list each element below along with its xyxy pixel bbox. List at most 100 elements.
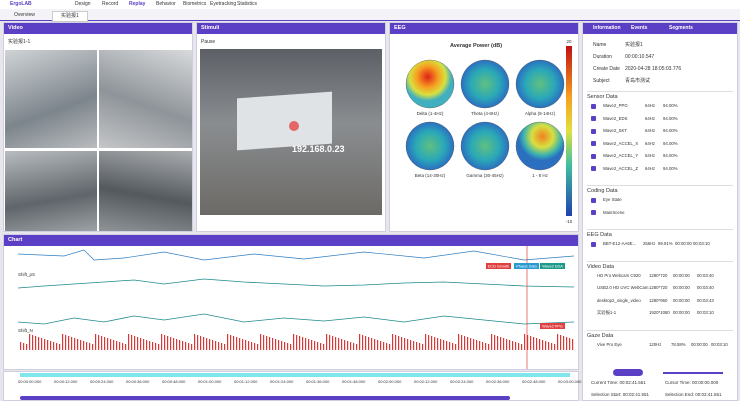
scrollbar[interactable] [20,396,510,400]
tab[interactable]: 实验报1 [52,11,88,22]
bar [185,342,187,350]
bar [524,334,526,350]
app-name: ErgoLAB [10,1,32,7]
bar [371,338,373,350]
bar [494,335,496,350]
checkbox[interactable] [591,166,596,171]
bar [347,341,349,350]
bar [473,339,475,350]
checkbox[interactable] [591,210,596,215]
bar [560,335,562,350]
bar [257,344,259,350]
signal-line [17,278,575,289]
bar [434,337,436,350]
row-cell: 64Hz [645,140,656,146]
bar [152,342,154,350]
bar [101,336,103,350]
bar [218,342,220,350]
bar [311,340,313,350]
row-cell: Eye State [603,197,622,202]
checkbox[interactable] [591,128,596,134]
row-cell: MainScene [603,209,625,215]
checkbox[interactable] [591,141,596,146]
bar [569,338,571,350]
row-cell: 64Hz [645,103,656,108]
topomap-label: Alpha (8-14Hz) [525,111,556,116]
checkbox[interactable] [591,197,596,203]
bar [47,340,49,350]
bar [50,341,52,350]
bar [491,334,493,350]
bar [425,334,427,350]
nav-item[interactable]: Record [102,1,119,7]
topomap [460,59,510,109]
bar [389,344,391,350]
row-cell: 94.00% [663,115,678,121]
bar [299,336,301,350]
bar [62,334,64,350]
topomap [515,121,565,171]
bar [212,340,214,350]
row-cell: 00:03:43 [697,297,714,303]
row-cell: Wave2_ACCEL_X [603,140,639,146]
bar [320,343,322,350]
field-value: 青岛市测试 [625,78,651,84]
chart-panel: Chart Shift_pS Shift_N ECG Growth Phasic … [3,234,579,370]
bar [392,334,394,350]
row-cell: 120Hz [649,341,662,347]
bar [488,344,490,350]
row-cell: Vive Pro Eye [597,341,622,347]
bar [413,341,415,350]
legend-label: Phasic Data [516,265,537,269]
bar [440,339,442,350]
row-cell: 78.58% [671,341,686,347]
bar [503,338,505,350]
info-tab[interactable]: Segments [669,25,693,31]
time-label: 00:00:48.000 [162,379,186,384]
time-label: 00:00:24.000 [90,379,114,384]
checkbox[interactable] [591,116,596,121]
topomap-label: Theta (4-8Hz) [471,111,499,116]
row-cell: 00:03:40 [697,272,714,278]
bar [551,343,553,350]
nav-item[interactable]: Eyetracking [210,1,237,7]
info-tab[interactable]: Information [593,25,621,31]
checkbox[interactable] [591,241,596,247]
checkbox[interactable] [591,103,596,109]
row-cell: 实验报1-1 [597,310,617,315]
bar [530,336,532,350]
checkbox[interactable] [591,153,596,159]
bar [182,341,184,350]
bar [236,337,238,350]
bar [482,342,484,350]
playback-controls[interactable] [613,369,643,376]
topomap [405,59,455,109]
nav-item[interactable]: Biometrics [183,1,207,7]
bar [518,343,520,350]
row-cell: 00:00:00 [673,285,690,290]
video-feed [5,151,97,231]
bar [146,340,148,350]
nav-item[interactable]: Behavior [156,1,176,7]
bar [173,338,175,350]
row-cell: 00:03:10 [697,310,714,315]
nav-item[interactable]: Design [75,1,91,7]
channel-label: Shift_pS [18,272,35,277]
bar [329,335,331,350]
bar [233,336,235,350]
bar [158,344,160,350]
volume-slider[interactable] [663,372,723,374]
bar [515,342,517,350]
video-feed [99,50,192,148]
bar [566,337,568,350]
info-tab[interactable]: Events [631,25,648,31]
row-cell: 00:00:00 [673,310,690,315]
bar [395,335,397,350]
tab[interactable]: Overview [14,12,35,18]
colorbar-max: 20 [566,39,572,44]
nav-item[interactable]: Statistics [237,1,258,7]
bar [431,336,433,350]
bar [359,334,361,350]
nav-item[interactable]: Replay [129,1,146,7]
time-label: 00:00:00.000 [18,379,42,384]
